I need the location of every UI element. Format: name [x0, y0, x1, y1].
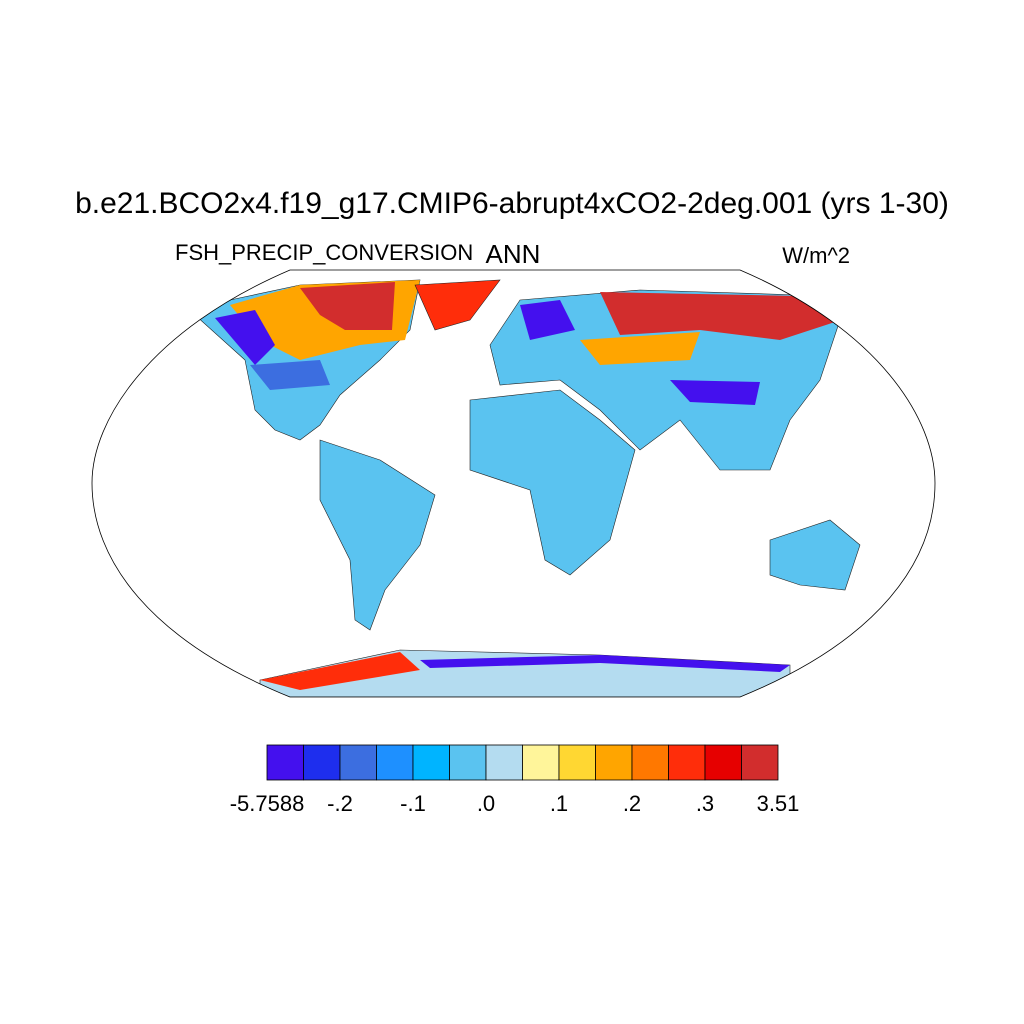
title: b.e21.BCO2x4.f19_g17.CMIP6-abrupt4xCO2-2… [75, 187, 949, 220]
colorbar-box [595, 744, 633, 781]
greenland [414, 279, 501, 331]
map-outline [91, 269, 936, 698]
colorbar-box [668, 744, 706, 781]
map [194, 279, 861, 697]
colorbar-box [376, 744, 414, 781]
colorbar-box [704, 744, 742, 781]
colorbar-box [266, 744, 304, 781]
region-patch [300, 282, 395, 330]
colorbar-box [412, 744, 450, 781]
right-string: W/m^2 [782, 243, 850, 268]
south-america [319, 439, 436, 631]
region-patch [520, 300, 575, 340]
colorbar-label: -.2 [327, 791, 353, 816]
center-string: ANN [486, 239, 541, 269]
colorbar-box [303, 744, 341, 781]
left-string: FSH_PRECIP_CONVERSION [175, 240, 473, 265]
colorbar-box [741, 744, 779, 781]
australia [769, 519, 861, 591]
colorbar: -5.7588 -.2 -.1 .0 .1 .2 .3 3.51 [230, 744, 800, 816]
region-patch [670, 380, 760, 405]
colorbar-label: .0 [477, 791, 495, 816]
colorbar-label: -5.7588 [230, 791, 305, 816]
colorbar-label: .1 [550, 791, 568, 816]
region-patch [215, 310, 275, 365]
region-patch [580, 332, 700, 365]
colorbar-label: .2 [623, 791, 641, 816]
colorbar-label: 3.51 [757, 791, 800, 816]
colorbar-box [449, 744, 487, 781]
colorbar-box [522, 744, 560, 781]
region-patch [250, 360, 330, 390]
colorbar-box [558, 744, 596, 781]
region-patch [420, 655, 790, 672]
colorbar-box [339, 744, 377, 781]
africa [469, 389, 636, 576]
colorbar-box [485, 744, 523, 781]
region-patch [600, 292, 835, 340]
colorbar-label: .3 [696, 791, 714, 816]
region-patch [260, 652, 420, 690]
colorbar-box [631, 744, 669, 781]
colorbar-label: -.1 [400, 791, 426, 816]
